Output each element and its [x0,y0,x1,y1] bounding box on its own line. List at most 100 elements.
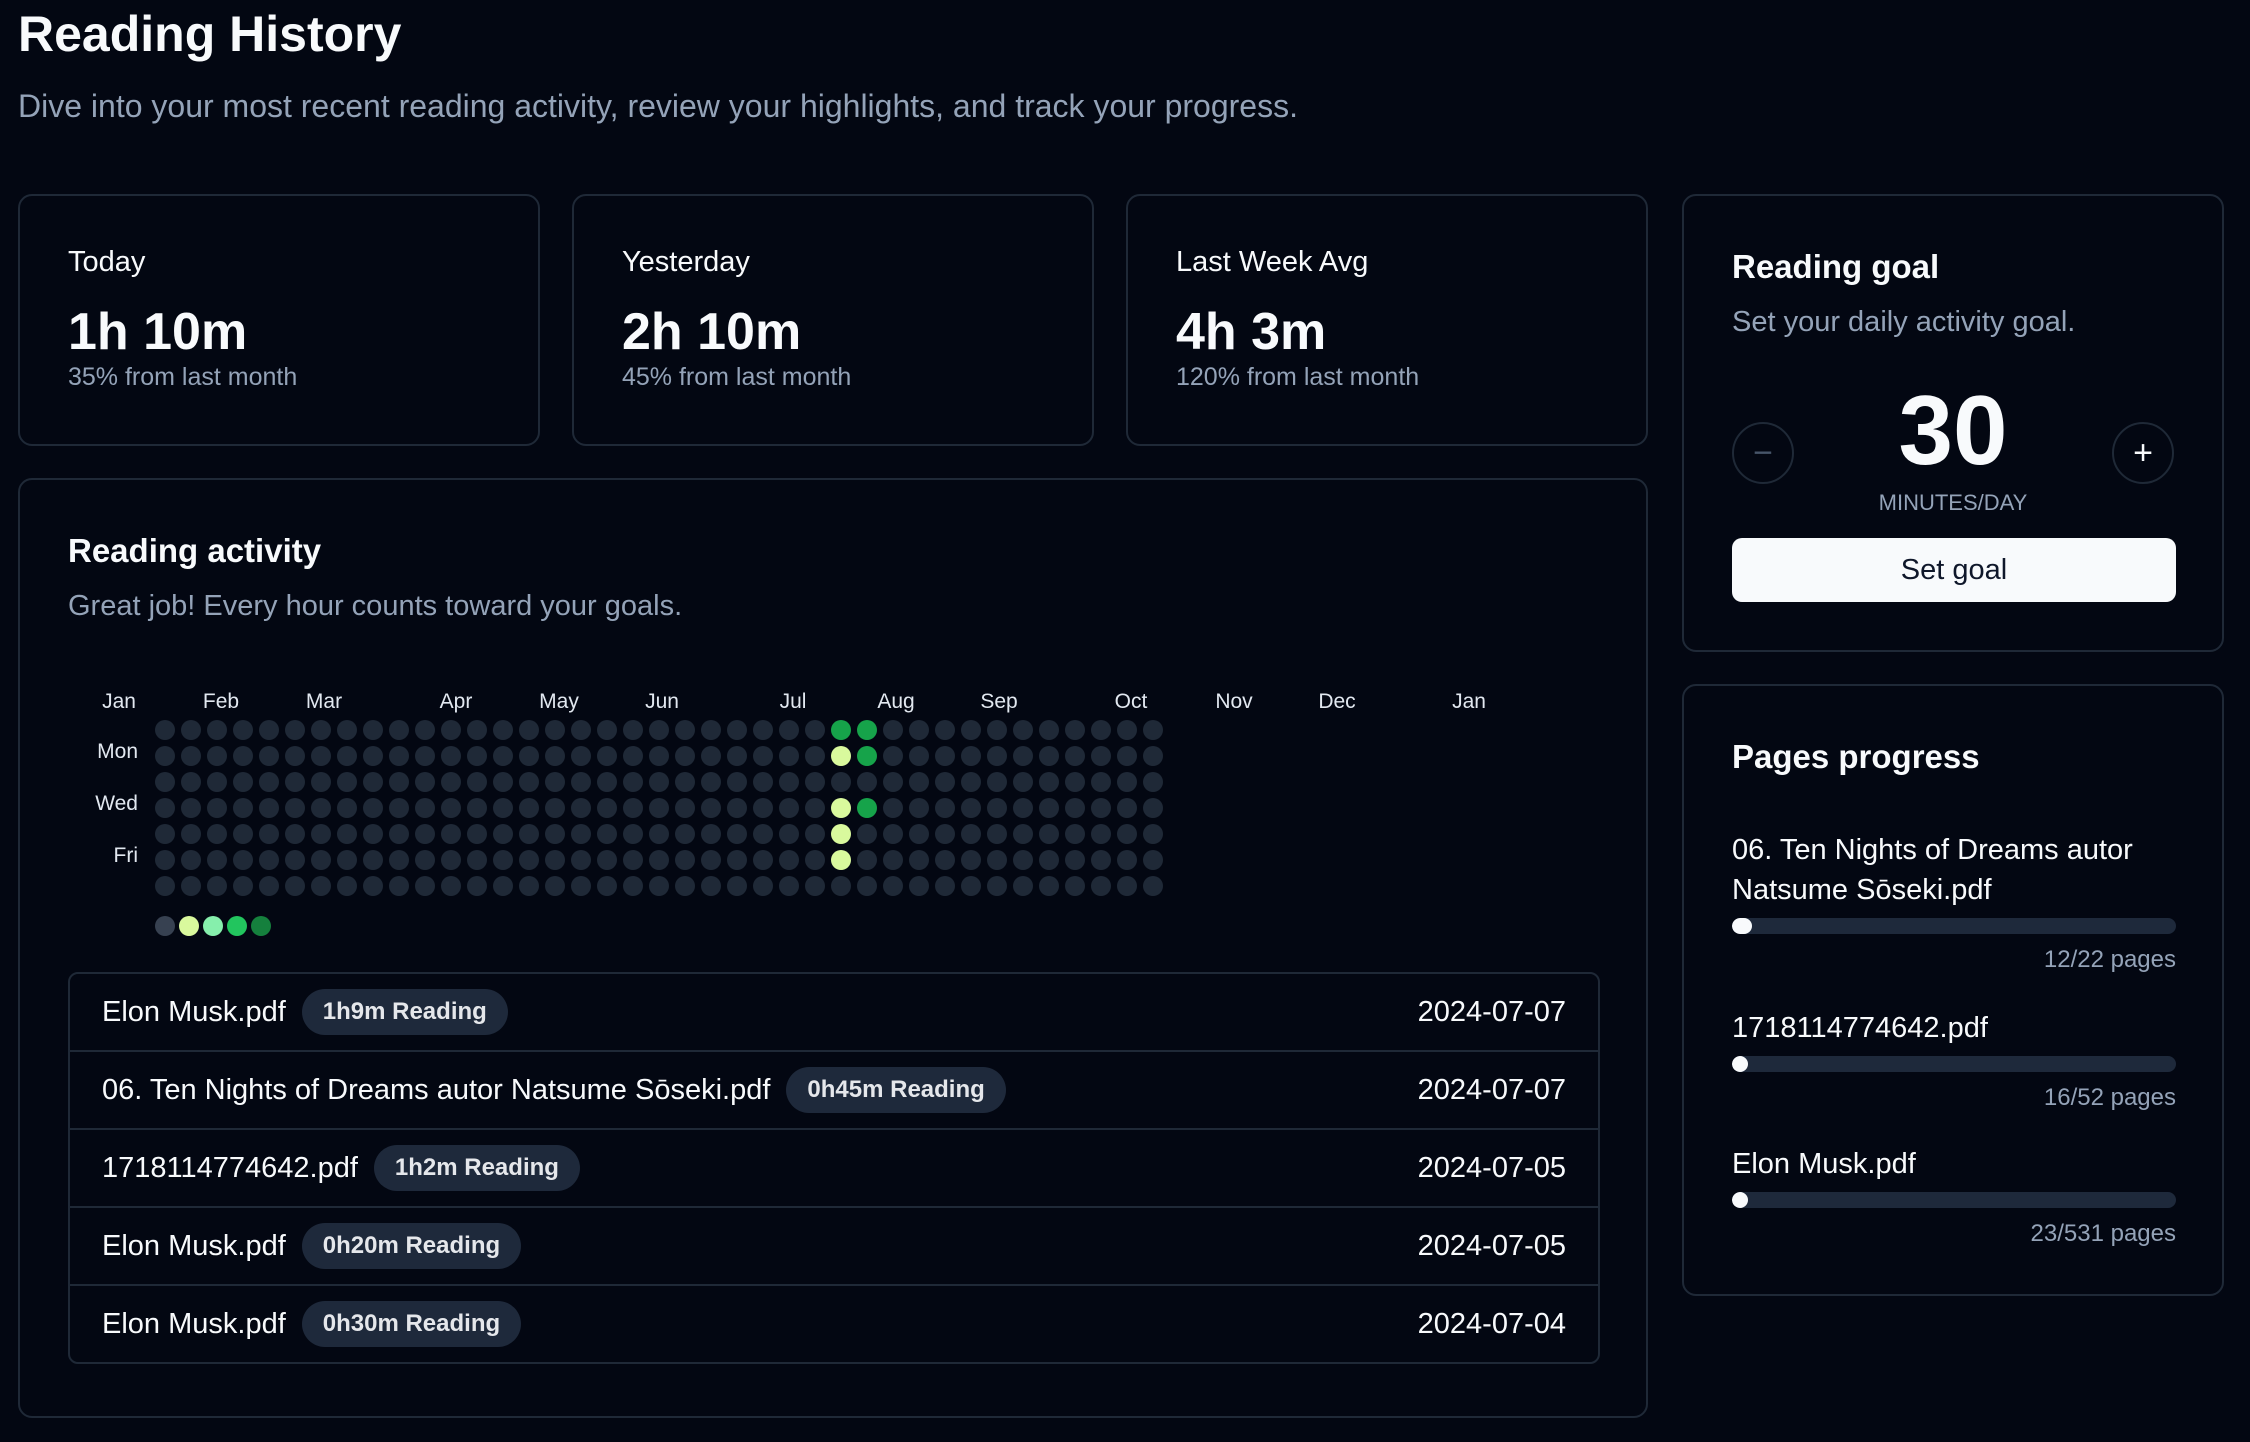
heatmap-cell [259,876,279,896]
heatmap-cell [1065,772,1085,792]
day-label-wed: Wed [95,792,138,815]
heatmap-cell [1091,850,1111,870]
pages-progress-card: Pages progress 06. Ten Nights of Dreams … [1682,684,2224,1296]
increase-goal-button[interactable]: + [2112,422,2174,484]
heatmap-cell [1117,720,1137,740]
heatmap-cell [285,746,305,766]
history-row-title: Elon Musk.pdf [102,995,286,1028]
heatmap-cell [753,772,773,792]
heatmap-cell [649,798,669,818]
heatmap-cell [883,824,903,844]
heatmap-cell [285,876,305,896]
heatmap-cell [597,824,617,844]
heatmap-cell [1143,798,1163,818]
stat-card-yesterday: Yesterday 2h 10m 45% from last month [572,194,1094,446]
heatmap-cell [701,850,721,870]
pages-progress-filename: 1718114774642.pdf [1732,1012,1988,1044]
heatmap-cell [935,824,955,844]
heatmap-cell [207,772,227,792]
heatmap-cell [1013,824,1033,844]
reading-goal-description: Set your daily activity goal. [1732,306,2076,338]
heatmap-cell [961,746,981,766]
heatmap-cell [493,798,513,818]
heatmap-cell [727,798,747,818]
heatmap-cell [545,850,565,870]
heatmap-cell [1143,876,1163,896]
pages-count: 16/52 pages [2043,1084,2176,1111]
heatmap-cell [961,824,981,844]
heatmap-cell [935,746,955,766]
history-row[interactable]: 06. Ten Nights of Dreams autor Natsume S… [70,1050,1598,1128]
heatmap-cell [857,824,877,844]
history-row-date: 2024-07-07 [1417,995,1566,1028]
heatmap-cell [259,772,279,792]
heatmap-cell [753,850,773,870]
heatmap-cell [1091,876,1111,896]
heatmap-cell [623,824,643,844]
heatmap-cell [389,850,409,870]
heatmap-month-label: Aug [877,690,915,713]
history-row[interactable]: Elon Musk.pdf 0h30m Reading 2024-07-04 [70,1284,1598,1362]
heatmap-cell [805,720,825,740]
decrease-goal-button[interactable]: − [1732,422,1794,484]
heatmap-cell [1091,772,1111,792]
heatmap-cell [675,876,695,896]
heatmap-cell [1013,720,1033,740]
heatmap-cell [545,720,565,740]
history-row[interactable]: Elon Musk.pdf 0h20m Reading 2024-07-05 [70,1206,1598,1284]
heatmap-cell [649,824,669,844]
heatmap-cell [311,746,331,766]
history-row[interactable]: 1718114774642.pdf 1h2m Reading 2024-07-0… [70,1128,1598,1206]
heatmap-cell [1013,798,1033,818]
heatmap-cell [597,798,617,818]
reading-activity-description: Great job! Every hour counts toward your… [68,590,683,622]
heatmap-cell [1039,720,1059,740]
heatmap-cell [1013,850,1033,870]
heatmap-cell [1117,876,1137,896]
heatmap-cell [883,876,903,896]
heatmap-cell [1065,824,1085,844]
heatmap-cell [337,876,357,896]
heatmap-cell [415,772,435,792]
heatmap-cell [987,876,1007,896]
heatmap-cell [1039,824,1059,844]
heatmap-cell [311,824,331,844]
heatmap-cell [675,772,695,792]
history-row[interactable]: Elon Musk.pdf 1h9m Reading 2024-07-07 [70,974,1598,1050]
heatmap-cell [207,720,227,740]
heatmap-cell [675,720,695,740]
heatmap-cell [1091,746,1111,766]
heatmap-cell [935,876,955,896]
reading-goal-title: Reading goal [1732,248,1940,285]
heatmap-cell [571,746,591,766]
heatmap-cell [857,876,877,896]
set-goal-button[interactable]: Set goal [1732,538,2176,602]
heatmap-cell [805,824,825,844]
pages-progress-item: 06. Ten Nights of Dreams autor Natsume S… [1732,830,2176,974]
heatmap-cell [285,720,305,740]
heatmap-cell [1065,798,1085,818]
heatmap-cell [207,746,227,766]
heatmap-cell [1117,824,1137,844]
heatmap-cell [831,772,851,792]
heatmap-month-label: Jan [1452,690,1486,713]
reading-time-badge: 1h9m Reading [301,989,508,1035]
heatmap-cell [779,798,799,818]
heatmap-cell [415,876,435,896]
heatmap-cell [363,720,383,740]
heatmap-cell [779,850,799,870]
heatmap-cell [987,798,1007,818]
heatmap-cell [597,720,617,740]
heatmap-cell [623,850,643,870]
page-title: Reading History [18,6,402,62]
history-row-date: 2024-07-04 [1417,1307,1566,1340]
history-row-title: Elon Musk.pdf [102,1307,286,1340]
heatmap-cell [909,772,929,792]
history-row-title: Elon Musk.pdf [102,1229,286,1262]
heatmap-cell [233,746,253,766]
heatmap-cell [727,772,747,792]
history-row-date: 2024-07-05 [1417,1151,1566,1184]
activity-heatmap: Jan Feb Mar Apr May Jun Jul Aug Sep Oct Nov Dec Jan … [80,690,1486,950]
heatmap-cell [467,850,487,870]
heatmap-cell [831,798,851,818]
